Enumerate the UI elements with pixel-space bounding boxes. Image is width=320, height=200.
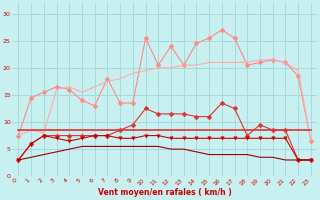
X-axis label: Vent moyen/en rafales ( km/h ): Vent moyen/en rafales ( km/h ) [98,188,231,197]
